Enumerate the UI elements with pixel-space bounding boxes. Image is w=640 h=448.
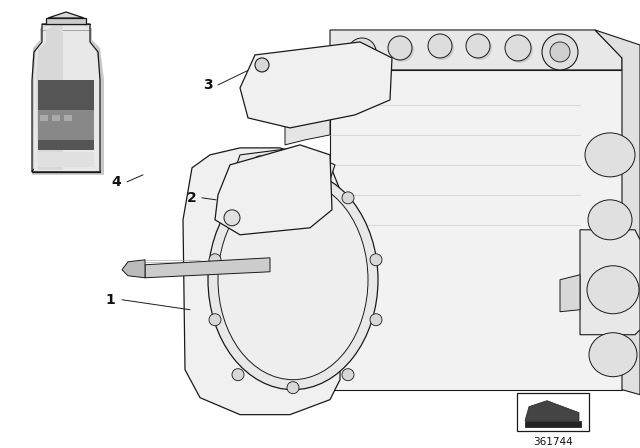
Circle shape [287,166,299,178]
Polygon shape [525,401,579,421]
Ellipse shape [588,200,632,240]
Polygon shape [595,30,640,395]
Polygon shape [215,145,332,235]
Circle shape [505,35,531,61]
Circle shape [232,192,244,204]
Text: 361744: 361744 [533,437,573,447]
Polygon shape [48,12,84,18]
Text: 4: 4 [111,175,121,189]
Polygon shape [580,230,640,335]
Polygon shape [330,30,622,70]
Circle shape [287,382,299,394]
Polygon shape [46,18,86,24]
Circle shape [388,36,412,60]
Text: 3: 3 [203,78,213,92]
FancyBboxPatch shape [52,115,60,121]
Polygon shape [525,421,581,426]
Circle shape [209,254,221,266]
Circle shape [507,37,533,63]
Circle shape [550,42,570,62]
Ellipse shape [208,170,378,390]
Polygon shape [285,108,330,145]
Circle shape [430,36,454,60]
Ellipse shape [589,333,637,377]
Polygon shape [38,152,94,167]
Polygon shape [330,70,622,390]
Polygon shape [122,260,145,278]
Circle shape [342,369,354,381]
Circle shape [390,38,414,62]
Text: 2: 2 [187,191,197,205]
Circle shape [542,34,578,70]
Circle shape [342,192,354,204]
Circle shape [224,210,240,226]
Polygon shape [183,148,340,415]
Circle shape [304,167,316,179]
FancyBboxPatch shape [40,115,48,121]
Circle shape [255,58,269,72]
Polygon shape [38,110,94,140]
FancyBboxPatch shape [517,392,589,431]
Ellipse shape [585,133,635,177]
Circle shape [428,34,452,58]
Polygon shape [34,24,100,172]
Circle shape [370,314,382,326]
Polygon shape [288,280,330,318]
Circle shape [350,40,378,68]
Circle shape [209,314,221,326]
Polygon shape [38,80,94,150]
Circle shape [232,369,244,381]
Polygon shape [240,42,392,128]
Circle shape [466,34,490,58]
Ellipse shape [587,266,639,314]
Polygon shape [560,275,580,312]
Polygon shape [32,24,104,175]
Circle shape [253,156,267,170]
Polygon shape [235,148,335,185]
Circle shape [546,40,570,64]
Polygon shape [145,258,270,278]
Circle shape [370,254,382,266]
Circle shape [468,36,492,60]
FancyBboxPatch shape [64,115,72,121]
Circle shape [348,38,376,66]
Text: 1: 1 [105,293,115,307]
Ellipse shape [218,180,368,379]
Polygon shape [36,26,63,170]
Circle shape [548,42,572,66]
